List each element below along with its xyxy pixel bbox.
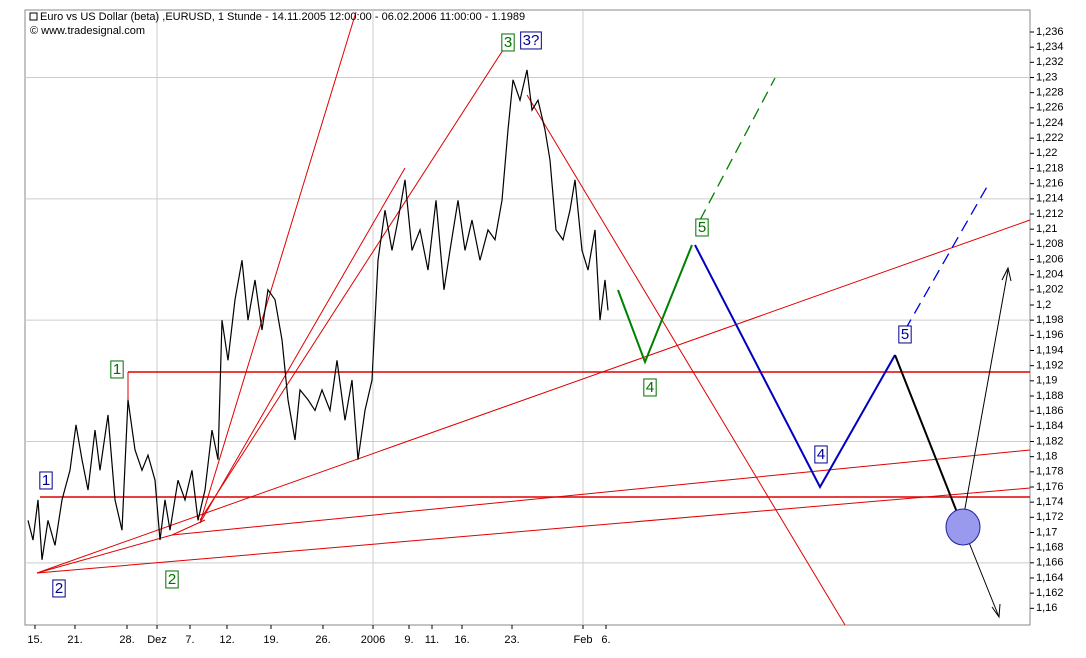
label-box [695, 218, 709, 237]
price-line [27, 69, 609, 560]
wave-label: 1 [113, 361, 121, 378]
y-tick-label: 1,19 [1036, 375, 1057, 387]
arrow-head [1001, 266, 1012, 282]
label-box [110, 360, 124, 379]
y-tick-label: 1,228 [1036, 87, 1064, 99]
x-tick-label: 15. [27, 634, 42, 646]
y-tick-label: 1,2 [1036, 299, 1051, 311]
trendline [199, 167, 406, 524]
icon [29, 12, 38, 21]
y-tick-label: 1,222 [1036, 132, 1064, 144]
y-tick-label: 1,17 [1036, 526, 1057, 538]
x-tick-label: Feb [574, 634, 593, 646]
y-tick-label: 1,172 [1036, 511, 1064, 523]
wave-label: 4 [817, 446, 825, 463]
x-tick-label: 21. [67, 634, 82, 646]
y-tick-label: 1,214 [1036, 193, 1064, 205]
x-tick-label: 12. [219, 634, 234, 646]
y-tick-label: 1,16 [1036, 602, 1057, 614]
y-tick-label: 1,178 [1036, 466, 1064, 478]
y-tick-label: 1,188 [1036, 390, 1064, 402]
x-tick-label: 19. [263, 634, 278, 646]
label-box [814, 445, 828, 464]
trendlines [36, 11, 1031, 626]
trendline [171, 449, 1031, 536]
plot-frame [24, 9, 1031, 626]
chart-title: Euro vs US Dollar (beta) ,EURUSD, 1 Stun… [40, 11, 525, 23]
projections [617, 77, 1012, 619]
wave-label: 1 [42, 472, 50, 489]
y-tick-label: 1,166 [1036, 557, 1064, 569]
y-tick-label: 1,23 [1036, 71, 1057, 83]
wave-label: 2 [55, 580, 63, 597]
wave-label: 4 [646, 379, 654, 396]
target-circle [945, 508, 981, 546]
x-tick-label: 26. [315, 634, 330, 646]
y-tick-label: 1,22 [1036, 147, 1057, 159]
y-tick-label: 1,216 [1036, 178, 1064, 190]
y-tick-label: 1,204 [1036, 269, 1064, 281]
green-dashed [699, 77, 776, 221]
wave-label: 3 [504, 34, 512, 51]
wave-label: 5 [698, 219, 706, 236]
label-box [898, 325, 912, 344]
y-tick-label: 1,194 [1036, 344, 1064, 356]
x-tick-label: 11. [425, 634, 439, 646]
wave-label: 3? [523, 32, 540, 49]
x-tick-label: 28. [119, 634, 134, 646]
trendline [36, 534, 173, 574]
trendline [526, 94, 846, 626]
y-tick-label: 1,186 [1036, 405, 1064, 417]
y-tick-label: 1,212 [1036, 208, 1064, 220]
y-tick-label: 1,162 [1036, 587, 1064, 599]
x-tick-label: 2006 [361, 634, 385, 646]
arrow-up [961, 269, 1009, 526]
y-tick-label: 1,192 [1036, 360, 1064, 372]
y-tick-label: 1,202 [1036, 284, 1064, 296]
y-tick-label: 1,234 [1036, 41, 1064, 53]
x-tick-label: 7. [185, 634, 194, 646]
y-tick-label: 1,168 [1036, 542, 1064, 554]
trendline [36, 487, 1031, 574]
x-tick-label: Dez [147, 634, 167, 646]
y-tick-label: 1,232 [1036, 56, 1064, 68]
trendline [199, 11, 357, 524]
y-tick-label: 1,18 [1036, 451, 1057, 463]
y-tick-label: 1,176 [1036, 481, 1064, 493]
wave-label: 5 [901, 326, 909, 343]
label-box [39, 471, 53, 490]
trendline [199, 35, 513, 521]
label-box [52, 579, 66, 598]
label-box [643, 378, 657, 397]
y-tick-label: 1,236 [1036, 26, 1064, 38]
y-tick-label: 1,174 [1036, 496, 1064, 508]
y-tick-label: 1,164 [1036, 572, 1064, 584]
y-tick-label: 1,184 [1036, 420, 1064, 432]
y-tick-label: 1,182 [1036, 435, 1064, 447]
black-wave [894, 354, 963, 526]
y-tick-label: 1,208 [1036, 238, 1064, 250]
subtitle: © www.tradesignal.com [30, 25, 145, 37]
green-wave [617, 244, 693, 365]
y-tick-label: 1,218 [1036, 162, 1064, 174]
x-tick-label: 23. [504, 634, 519, 646]
x-tick-label: 9. [404, 634, 413, 646]
y-tick-label: 1,206 [1036, 253, 1064, 265]
label-box [520, 31, 542, 50]
y-tick-label: 1,224 [1036, 117, 1064, 129]
x-tick-label: 6. [601, 634, 610, 646]
x-tick-label: 16. [454, 634, 469, 646]
y-tick-label: 1,198 [1036, 314, 1064, 326]
blue-wave [694, 244, 896, 490]
label-box [501, 33, 515, 52]
y-tick-label: 1,226 [1036, 102, 1064, 114]
y-tick-label: 1,196 [1036, 329, 1064, 341]
wave-label: 2 [168, 571, 176, 588]
label-box [165, 570, 179, 589]
blue-dashed [904, 184, 989, 331]
trendline [171, 519, 206, 536]
arrow-head [991, 603, 1001, 619]
y-tick-label: 1,21 [1036, 223, 1057, 235]
